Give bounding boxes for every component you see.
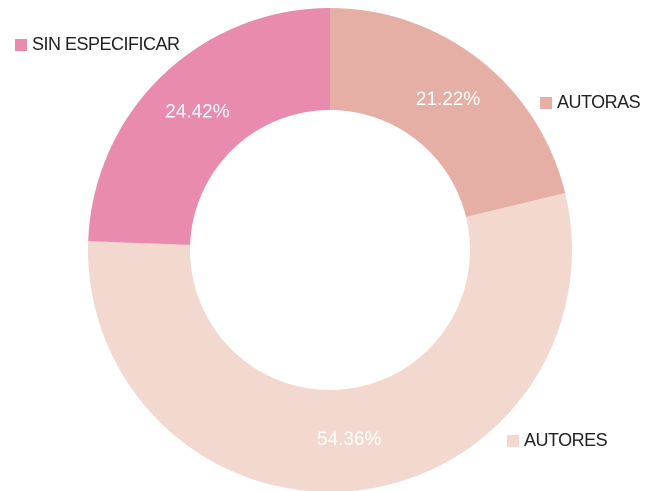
legend-label: AUTORAS (557, 92, 641, 112)
donut-slice (88, 193, 572, 491)
legend-label: SIN ESPECIFICAR (32, 34, 180, 54)
donut-slice (88, 8, 330, 245)
value-label: 24.42% (165, 102, 230, 123)
value-label: 54.36% (317, 429, 382, 450)
legend-swatch (507, 435, 519, 447)
legend-swatch (540, 97, 552, 109)
legend-swatch (15, 39, 27, 51)
legend-label: AUTORES (524, 430, 608, 450)
value-label: 21.22% (416, 89, 481, 110)
donut-slice (330, 8, 566, 218)
